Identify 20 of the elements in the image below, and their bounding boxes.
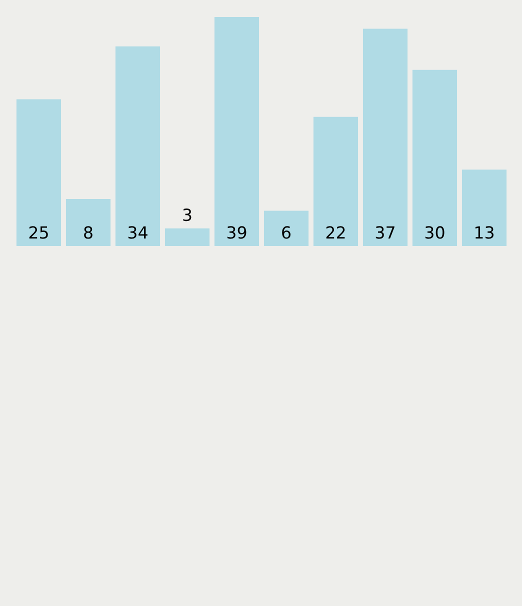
data-label: 3 [183,208,192,222]
data-label: 34 [128,226,148,239]
bar [164,228,210,246]
data-label: 25 [29,226,48,239]
data-label: 13 [475,226,494,239]
data-label: 37 [376,226,394,239]
bar [115,46,160,246]
bar [214,17,260,246]
data-label: 30 [425,226,444,239]
bar [313,116,358,246]
bar [66,199,111,246]
data-label: 22 [326,226,345,239]
data-label: 8 [84,226,92,239]
bar [264,210,309,246]
bar [362,28,408,246]
bar [16,99,62,246]
bar [412,70,458,246]
bar [462,170,507,246]
data-label: 39 [227,226,246,239]
data-label: 6 [282,226,291,239]
